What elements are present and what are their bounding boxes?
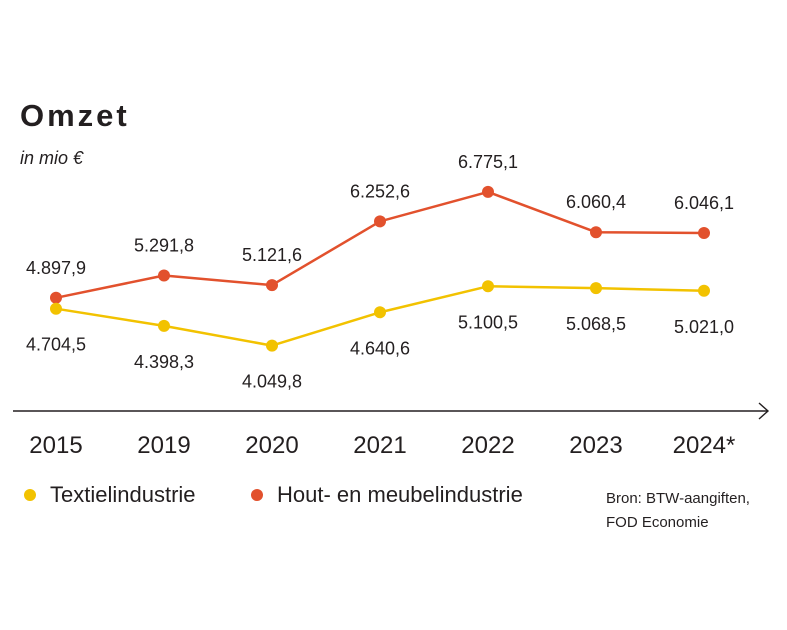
data-point-textile <box>482 280 494 293</box>
x-tick-label: 2019 <box>137 432 190 459</box>
data-label-textile: 4.049,8 <box>242 372 302 392</box>
data-label-wood: 4.897,9 <box>26 258 86 278</box>
data-label-textile: 4.640,6 <box>350 338 410 358</box>
data-label-textile: 4.704,5 <box>26 335 86 355</box>
chart-title: Omzet <box>20 98 130 133</box>
data-label-wood: 6.060,4 <box>566 192 626 212</box>
x-tick-label: 2022 <box>461 432 514 459</box>
x-tick-label: 2015 <box>29 432 82 459</box>
legend-label-textile: Textielindustrie <box>50 482 196 507</box>
data-point-wood <box>374 215 386 228</box>
data-point-textile <box>374 306 386 319</box>
data-label-textile: 5.100,5 <box>458 312 518 332</box>
x-axis-arrow-icon <box>758 402 770 420</box>
data-label-textile: 5.021,0 <box>674 317 734 337</box>
chart-subtitle: in mio € <box>20 148 84 168</box>
data-label-wood: 5.291,8 <box>134 236 194 256</box>
legend-marker-textile <box>24 489 36 501</box>
data-point-wood <box>698 227 710 239</box>
data-point-wood <box>50 291 62 304</box>
x-tick-label: 2024* <box>673 432 736 459</box>
source-line-1: Bron: BTW-aangiften, <box>606 490 750 507</box>
data-label-textile: 4.398,3 <box>134 352 194 372</box>
x-tick-label: 2021 <box>353 432 406 459</box>
source-line-2: FOD Economie <box>606 514 709 531</box>
data-point-textile <box>698 284 710 297</box>
data-label-wood: 6.046,1 <box>674 193 734 213</box>
data-point-textile <box>50 302 62 315</box>
x-tick-label: 2020 <box>245 432 298 459</box>
legend-item-textile: Textielindustrie <box>24 484 196 506</box>
data-label-wood: 6.775,1 <box>458 152 518 172</box>
data-point-wood <box>266 279 278 292</box>
data-point-wood <box>590 226 602 239</box>
legend-marker-wood <box>251 489 263 501</box>
data-label-wood: 6.252,6 <box>350 181 410 201</box>
source-note: Bron: BTW-aangiften, FOD Economie <box>606 487 750 535</box>
data-point-wood <box>482 185 494 198</box>
legend-label-wood: Hout- en meubelindustrie <box>277 482 523 507</box>
x-tick-label: 2023 <box>569 432 622 459</box>
data-label-wood: 5.121,6 <box>242 245 302 265</box>
data-point-wood <box>158 269 170 282</box>
data-label-textile: 5.068,5 <box>566 314 626 334</box>
data-point-textile <box>158 319 170 332</box>
legend-item-wood: Hout- en meubelindustrie <box>251 484 523 506</box>
data-point-textile <box>266 339 278 352</box>
data-point-textile <box>590 282 602 295</box>
